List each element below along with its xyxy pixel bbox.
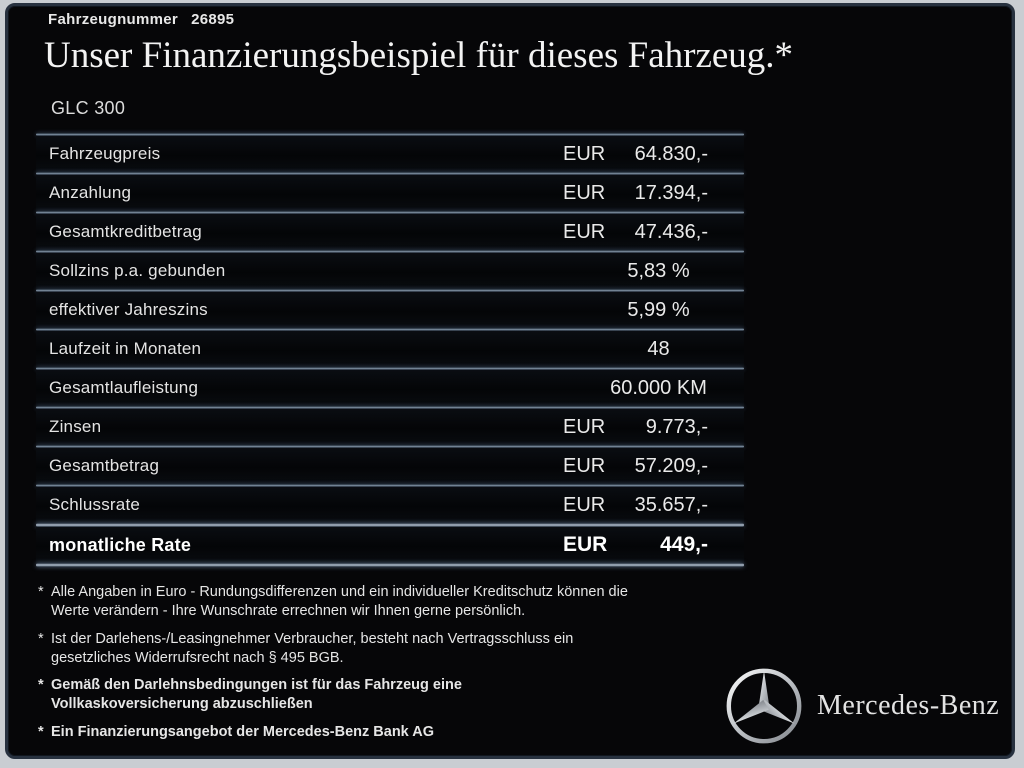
row-label: Gesamtkreditbetrag [49,222,202,241]
row-value: EUR 64.830,- [563,143,708,166]
currency-label: EUR [563,415,606,438]
footnote: * Ein Finanzierungsangebot der Mercedes-B… [38,723,752,742]
footnote-text: Ist der Darlehens-/Leasingnehmer Verbrau… [51,630,574,666]
footnote: * Alle Angaben in Euro - Rundungsdifferen… [38,583,752,622]
currency-label: EUR [563,142,606,165]
amount-value: 9.773,- [645,415,708,438]
footnote-marker: * [38,584,44,600]
row-label: Gesamtbetrag [49,456,160,475]
footnote: * Gemäß den Darlehnsbedingungen ist für d… [38,676,752,715]
vehicle-number-value: 26895 [191,11,235,28]
row-separator [36,328,744,331]
table-row: Anzahlung EUR 17.394,- [36,175,744,211]
row-separator [36,406,744,409]
table-row: Zinsen EUR 9.773,- [36,409,744,445]
table-row: Gesamtkreditbetrag EUR 47.436,- [36,214,744,250]
row-separator [36,484,744,487]
amount-value: 64.830,- [634,142,708,165]
row-value: EUR 9.773,- [563,416,708,439]
table-row: Gesamtbetrag EUR 57.209,- [36,448,744,484]
amount-value: 35.657,- [634,493,708,516]
row-label: Anzahlung [49,183,132,202]
row-separator [36,367,744,370]
row-separator [36,250,744,253]
table-row: Schlussrate EUR 35.657,- [36,487,744,523]
row-label: Schlussrate [49,495,141,514]
row-value: EUR 57.209,- [563,455,708,478]
row-separator [36,523,744,527]
table-row: effektiver Jahreszins 5,99 % [36,292,744,328]
row-label: Zinsen [49,417,102,436]
row-value: EUR 47.436,- [563,221,708,244]
table-row: monatliche Rate EUR 449,- [36,527,744,563]
finance-panel: Fahrzeugnummer 26895 Unser Finanzierungsb… [5,3,1015,759]
footnote-text: Alle Angaben in Euro - Rundungsdifferenz… [51,584,628,620]
currency-label: EUR [563,454,606,477]
table-row: Gesamtlaufleistung 60.000 KM [36,370,744,406]
row-value: EUR 449,- [563,533,708,557]
brand-wordmark: Mercedes-Benz [817,690,1000,721]
table-row: Sollzins p.a. gebunden 5,83 % [36,253,744,289]
vehicle-number-label: Fahrzeugnummer [48,11,179,28]
amount-value: 449,- [660,533,708,556]
row-separator [36,133,744,136]
row-separator [36,445,744,448]
row-value: 5,99 % [627,298,690,321]
finance-table: Fahrzeugpreis EUR 64.830,- Anzahlung EUR 17.3… [36,133,744,567]
row-label: monatliche Rate [49,534,192,555]
vehicle-number: Fahrzeugnummer 26895 [48,11,234,28]
footnote: * Ist der Darlehens-/Leasingnehmer Verbra… [38,630,752,669]
footnotes: * Alle Angaben in Euro - Rundungsdifferen… [38,583,752,750]
row-label: Laufzeit in Monaten [49,339,202,358]
table-row: Fahrzeugpreis EUR 64.830,- [36,136,744,172]
row-value: EUR 35.657,- [563,494,708,517]
row-value: 5,83 % [627,259,690,282]
footnote-text: Ein Finanzierungsangebot der Mercedes-Be… [51,723,434,740]
amount-value: 17.394,- [634,181,708,204]
row-label: Fahrzeugpreis [49,144,161,163]
amount-value: 57.209,- [634,454,708,477]
footnote-text: Gemäß den Darlehnsbedingungen ist für da… [51,677,462,713]
row-label: Sollzins p.a. gebunden [49,261,226,280]
mercedes-star-icon [726,668,802,744]
page-title: Unser Finanzierungsbeispiel für dieses F… [44,35,794,76]
row-label: Gesamtlaufleistung [49,378,199,397]
row-separator [36,563,744,567]
row-label: effektiver Jahreszins [49,300,208,319]
row-value: 60.000 KM [610,376,707,399]
footnote-marker: * [38,677,44,694]
row-value: 48 [647,337,670,360]
currency-label: EUR [563,220,606,243]
vehicle-model: GLC 300 [51,98,126,118]
table-row: Laufzeit in Monaten 48 [36,331,744,367]
row-separator [36,289,744,292]
currency-label: EUR [563,181,606,204]
brand-area: Mercedes-Benz [724,660,1006,752]
amount-value: 47.436,- [634,220,708,243]
row-separator [36,211,744,214]
currency-label: EUR [563,533,608,556]
footnote-marker: * [38,630,44,647]
footnote-marker: * [38,723,44,740]
row-value: EUR 17.394,- [563,182,708,205]
currency-label: EUR [563,493,606,516]
row-separator [36,172,744,175]
